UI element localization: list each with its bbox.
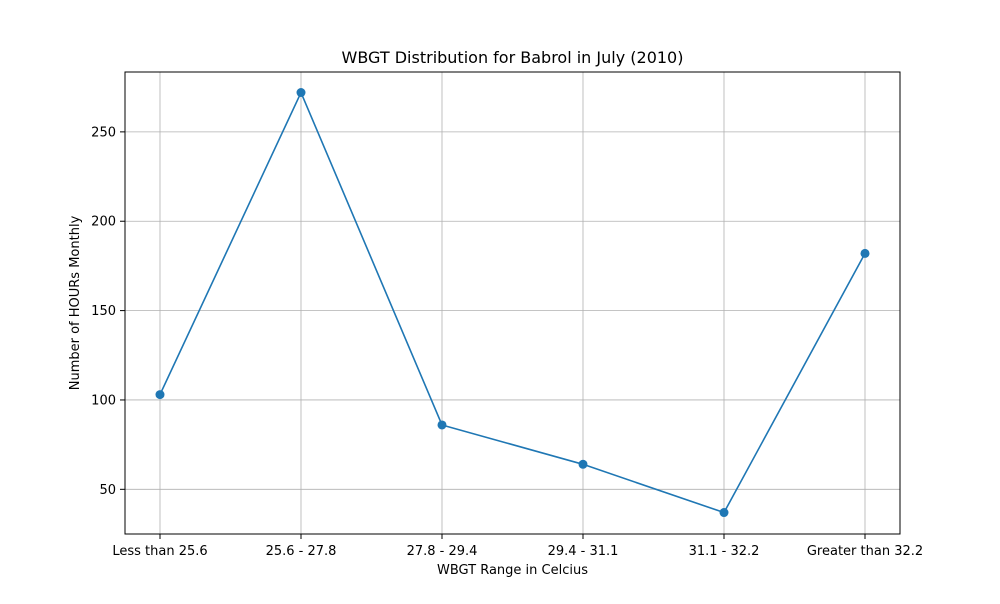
x-tick-label: 29.4 - 31.1 xyxy=(548,544,619,559)
series-layer xyxy=(155,88,870,518)
plot-frame xyxy=(124,71,901,535)
data-point xyxy=(296,88,306,98)
x-tick-label: 25.6 - 27.8 xyxy=(266,544,337,559)
data-point xyxy=(719,508,729,518)
y-tick-label: 100 xyxy=(91,393,116,408)
data-point xyxy=(860,248,870,258)
x-tick-label: 31.1 - 32.2 xyxy=(689,544,760,559)
ticks-layer: Less than 25.6 25.6 - 27.8 27.8 - 29.4 29.4… xyxy=(91,125,923,559)
y-tick-label: 150 xyxy=(91,304,116,319)
series-line xyxy=(159,90,866,514)
x-tick-label: 27.8 - 29.4 xyxy=(407,544,478,559)
x-tick-label: Greater than 32.2 xyxy=(807,544,923,559)
x-tick-label: Less than 25.6 xyxy=(112,544,207,559)
x-axis-label: WBGT Range in Celcius xyxy=(437,563,588,578)
chart-title: WBGT Distribution for Babrol in July (20… xyxy=(342,48,684,67)
y-axis-label: Number of HOURs Monthly xyxy=(68,215,83,390)
data-point xyxy=(578,459,588,469)
y-tick-label: 250 xyxy=(91,125,116,140)
data-point xyxy=(437,420,447,430)
data-point xyxy=(155,390,165,400)
y-tick-label: 200 xyxy=(91,215,116,230)
y-tick-label: 50 xyxy=(99,483,116,498)
grid-layer xyxy=(125,72,900,534)
